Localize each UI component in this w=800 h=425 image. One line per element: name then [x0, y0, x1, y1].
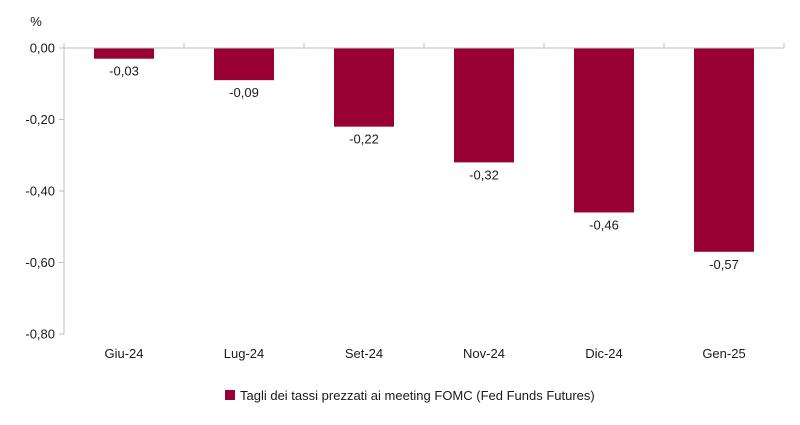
- bar-nov-24: [454, 48, 514, 163]
- data-label: -0,57: [709, 257, 739, 272]
- bar-set-24: [334, 48, 394, 127]
- data-label: -0,03: [109, 64, 139, 79]
- category-label: Gen-25: [702, 346, 745, 361]
- y-tick-label: -0,80: [25, 327, 55, 342]
- category-label: Nov-24: [463, 346, 505, 361]
- y-tick-label: -0,40: [25, 184, 55, 199]
- data-label: -0,46: [589, 217, 619, 232]
- x-axis: Giu-24 Lug-24 Set-24 Nov-24 Dic-24 Gen-25: [63, 43, 785, 361]
- bars: -0,03 -0,09 -0,22 -0,32 -0,46 -0,57: [94, 48, 754, 272]
- data-label: -0,09: [229, 85, 259, 100]
- bar-dic-24: [574, 48, 634, 213]
- y-tick-label: -0,20: [25, 112, 55, 127]
- bar-gen-25: [694, 48, 754, 252]
- y-axis-unit-label: %: [30, 14, 42, 29]
- legend-label: Tagli dei tassi prezzati ai meeting FOMC…: [240, 388, 595, 403]
- bar-lug-24: [214, 48, 274, 81]
- bar-giu-24: [94, 48, 154, 59]
- y-tick-label: -0,60: [25, 255, 55, 270]
- category-label: Giu-24: [104, 346, 143, 361]
- y-axis: % 0,00 -0,20 -0,40 -0,60 -0,80: [25, 14, 65, 342]
- category-label: Lug-24: [224, 346, 264, 361]
- category-label: Set-24: [345, 346, 383, 361]
- data-label: -0,22: [349, 132, 379, 147]
- category-label: Dic-24: [585, 346, 623, 361]
- data-label: -0,32: [469, 167, 499, 182]
- y-tick-label: 0,00: [30, 41, 55, 56]
- legend: Tagli dei tassi prezzati ai meeting FOMC…: [225, 388, 595, 403]
- legend-swatch: [225, 390, 235, 400]
